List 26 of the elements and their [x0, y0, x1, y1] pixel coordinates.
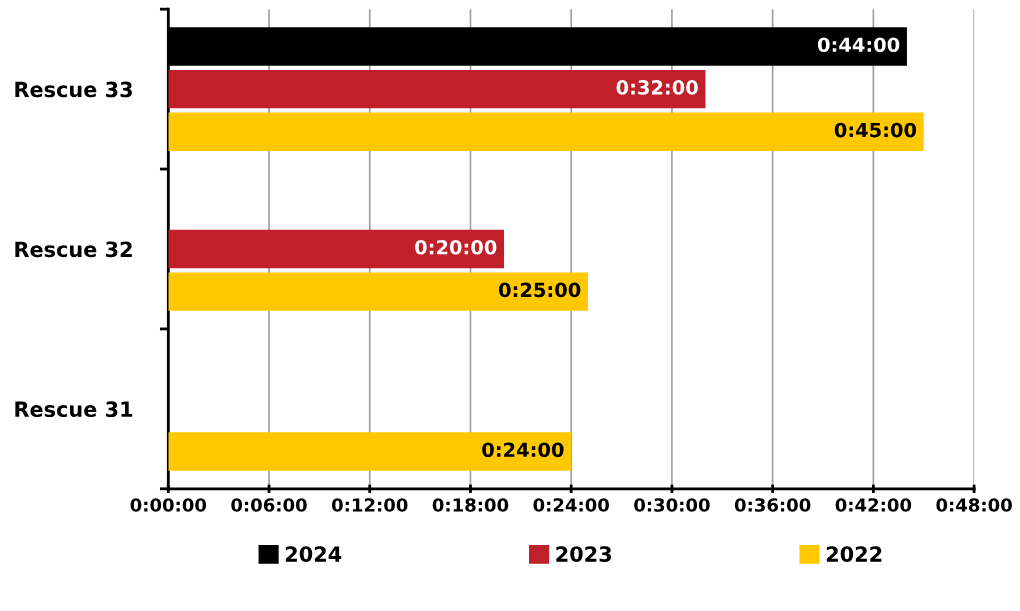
x-tick-label: 0:36:00 — [734, 498, 811, 512]
data-label: 0:20:00 — [415, 239, 497, 255]
bar — [168, 69, 706, 109]
bar — [168, 229, 505, 269]
data-label: 0:24:00 — [482, 442, 564, 458]
x-tick-label: 0:00:00 — [130, 498, 207, 512]
data-label: 0:44:00 — [817, 37, 900, 53]
legend-label: 2022 — [826, 546, 882, 562]
bar — [168, 112, 924, 151]
y-tick-label: Rescue 32 — [15, 241, 132, 258]
legend-label: 2023 — [556, 546, 612, 562]
x-tick-label: 0:12:00 — [331, 498, 408, 512]
x-tick-label: 0:06:00 — [231, 498, 307, 512]
x-tick-label: 0:30:00 — [634, 498, 710, 512]
x-tick-label: 0:42:00 — [835, 498, 912, 512]
x-tick-label: 0:18:00 — [432, 498, 509, 512]
y-tick-label: Rescue 33 — [15, 81, 132, 98]
x-tick-label: 0:48:00 — [936, 498, 1012, 512]
bar — [168, 272, 588, 311]
data-label: 0:25:00 — [499, 282, 581, 298]
data-label: 0:32:00 — [616, 80, 698, 95]
x-tick-label: 0:24:00 — [533, 498, 609, 512]
legend-label: 2024 — [285, 546, 342, 562]
bar — [168, 432, 572, 471]
data-label: 0:45:00 — [834, 122, 917, 138]
y-tick-label: Rescue 31 — [15, 401, 133, 418]
